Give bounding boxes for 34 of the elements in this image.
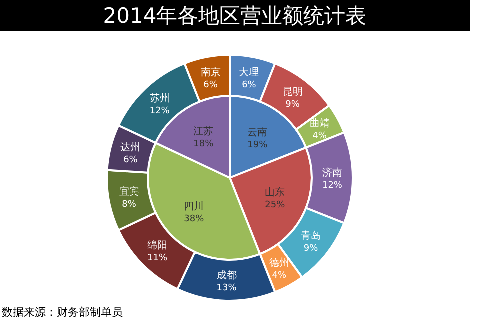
slice-label: 济南 bbox=[322, 167, 342, 179]
data-label: 6% bbox=[124, 156, 138, 166]
data-label: 8% bbox=[122, 200, 137, 210]
slice-label: 宜宾 bbox=[119, 186, 140, 198]
slice-label: 山东 bbox=[265, 186, 286, 199]
slice-label: 大理 bbox=[239, 66, 260, 78]
slice-label: 德州 bbox=[269, 256, 290, 269]
data-label: 4% bbox=[272, 270, 287, 281]
slice-label: 江苏 bbox=[194, 125, 214, 138]
data-label: 18% bbox=[194, 139, 214, 150]
slice-label: 苏州 bbox=[150, 92, 170, 104]
slice-label: 云南 bbox=[248, 126, 268, 138]
data-label: 38% bbox=[184, 214, 205, 225]
data-label: 4% bbox=[312, 132, 328, 142]
source-note: 数据来源：财务部制单员 bbox=[2, 306, 123, 319]
data-label: 6% bbox=[242, 80, 257, 90]
slice-label: 四川 bbox=[184, 200, 204, 213]
data-label: 11% bbox=[148, 253, 168, 264]
data-label: 13% bbox=[216, 283, 238, 294]
data-label: 9% bbox=[304, 244, 319, 254]
data-label: 12% bbox=[150, 106, 170, 116]
chart-title: 2014年各地区营业额统计表 bbox=[103, 4, 367, 28]
slice-label: 昆明 bbox=[282, 87, 303, 98]
data-label: 9% bbox=[286, 100, 300, 110]
slice-label: 绵阳 bbox=[148, 239, 168, 252]
slice-label: 青岛 bbox=[300, 230, 321, 242]
slice-label: 成都 bbox=[216, 269, 237, 282]
data-label: 19% bbox=[248, 140, 268, 150]
slice-label: 南京 bbox=[200, 66, 221, 78]
data-label: 25% bbox=[265, 200, 286, 211]
slice-label: 曲靖 bbox=[310, 118, 330, 130]
data-label: 6% bbox=[204, 80, 218, 90]
data-label: 12% bbox=[322, 181, 343, 191]
slice-label: 达州 bbox=[120, 142, 141, 154]
